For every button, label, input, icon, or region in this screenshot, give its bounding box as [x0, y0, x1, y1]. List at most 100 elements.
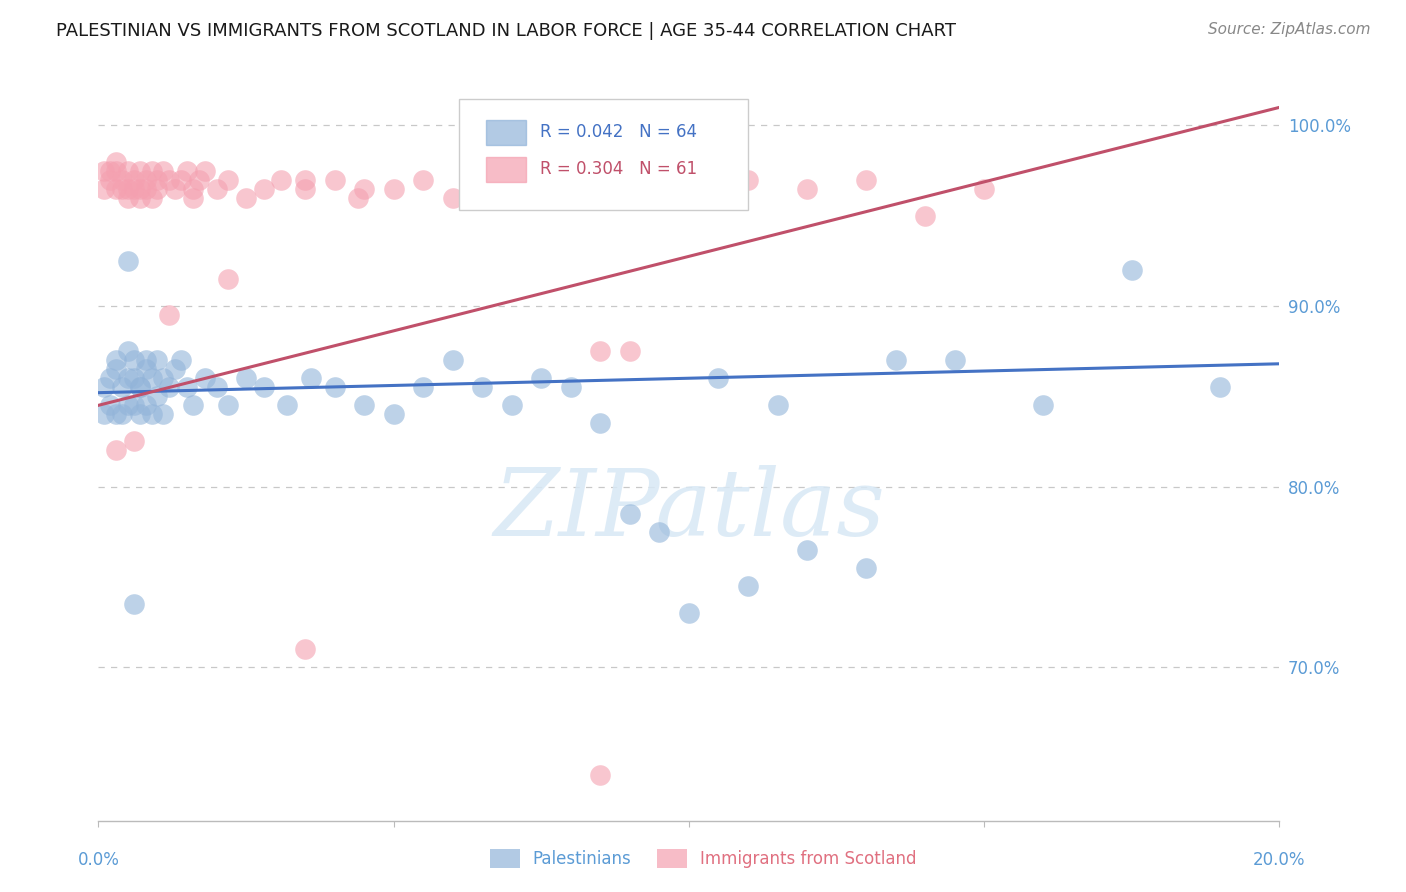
Text: 20.0%: 20.0% — [1253, 851, 1306, 869]
Point — [146, 389, 169, 403]
Point — [619, 344, 641, 359]
Point — [135, 362, 157, 376]
Point — [117, 398, 139, 412]
Point — [382, 181, 405, 195]
Point — [796, 181, 818, 195]
Point — [135, 181, 157, 195]
Point — [98, 371, 121, 385]
Point — [117, 344, 139, 359]
Point — [93, 163, 115, 178]
Point — [501, 398, 523, 412]
Point — [105, 181, 128, 195]
Point — [122, 398, 145, 412]
Text: Source: ZipAtlas.com: Source: ZipAtlas.com — [1208, 22, 1371, 37]
Point — [141, 163, 163, 178]
Point — [501, 172, 523, 186]
Point — [205, 181, 228, 195]
Point — [111, 408, 134, 422]
Point — [347, 191, 370, 205]
Point — [441, 191, 464, 205]
Point — [353, 181, 375, 195]
Point — [589, 344, 612, 359]
Point — [111, 172, 134, 186]
Point — [105, 353, 128, 368]
Point — [128, 380, 150, 394]
Point — [181, 191, 204, 205]
Point — [141, 371, 163, 385]
Point — [471, 380, 494, 394]
Point — [135, 172, 157, 186]
Point — [117, 371, 139, 385]
Point — [589, 768, 612, 782]
Point — [235, 371, 257, 385]
Point — [152, 408, 174, 422]
Point — [128, 163, 150, 178]
Point — [165, 362, 187, 376]
Point — [111, 181, 134, 195]
Point — [914, 209, 936, 223]
Point — [737, 579, 759, 593]
Point — [943, 353, 966, 368]
Point — [1121, 263, 1143, 277]
Point — [382, 408, 405, 422]
Point — [157, 308, 180, 322]
FancyBboxPatch shape — [486, 120, 526, 145]
Point — [146, 172, 169, 186]
Point — [205, 380, 228, 394]
Point — [93, 408, 115, 422]
Point — [530, 181, 553, 195]
Point — [117, 191, 139, 205]
Point — [471, 181, 494, 195]
Point — [105, 443, 128, 458]
Point — [412, 172, 434, 186]
Text: R = 0.304   N = 61: R = 0.304 N = 61 — [540, 161, 697, 178]
Legend: Palestinians, Immigrants from Scotland: Palestinians, Immigrants from Scotland — [482, 842, 924, 875]
Point — [122, 353, 145, 368]
Point — [170, 172, 193, 186]
Point — [217, 398, 239, 412]
Point — [98, 398, 121, 412]
Point — [128, 380, 150, 394]
Point — [141, 191, 163, 205]
Point — [235, 191, 257, 205]
Point — [135, 353, 157, 368]
FancyBboxPatch shape — [486, 156, 526, 182]
Point — [737, 172, 759, 186]
Point — [135, 398, 157, 412]
Point — [1032, 398, 1054, 412]
Point — [98, 163, 121, 178]
Text: R = 0.042   N = 64: R = 0.042 N = 64 — [540, 123, 697, 141]
Point — [707, 371, 730, 385]
Point — [122, 172, 145, 186]
Point — [589, 417, 612, 431]
Point — [98, 172, 121, 186]
Point — [294, 181, 316, 195]
Point — [105, 362, 128, 376]
Point — [117, 253, 139, 268]
Point — [796, 542, 818, 557]
Point — [194, 163, 217, 178]
Point — [217, 272, 239, 286]
Point — [105, 163, 128, 178]
Point — [152, 163, 174, 178]
Point — [855, 172, 877, 186]
Point — [560, 380, 582, 394]
Point — [766, 398, 789, 412]
Point — [157, 380, 180, 394]
Point — [412, 380, 434, 394]
Point — [146, 353, 169, 368]
Point — [217, 172, 239, 186]
Point — [111, 380, 134, 394]
Text: ZIPatlas: ZIPatlas — [494, 465, 884, 555]
Point — [128, 181, 150, 195]
Point — [152, 371, 174, 385]
Point — [299, 371, 322, 385]
Point — [146, 181, 169, 195]
Point — [294, 642, 316, 657]
Point — [973, 181, 995, 195]
Point — [323, 380, 346, 394]
Point — [105, 154, 128, 169]
Point — [619, 507, 641, 521]
Point — [187, 172, 209, 186]
Point — [678, 606, 700, 620]
